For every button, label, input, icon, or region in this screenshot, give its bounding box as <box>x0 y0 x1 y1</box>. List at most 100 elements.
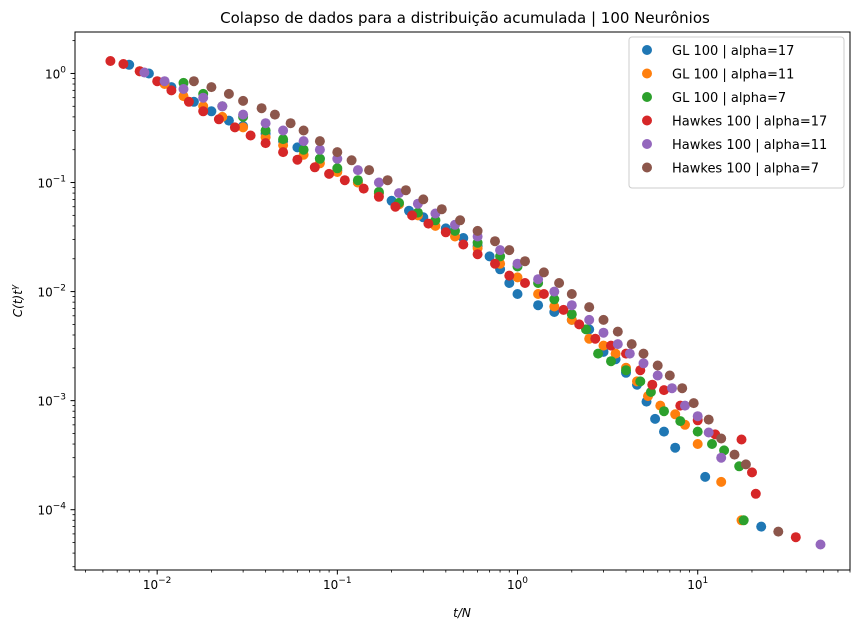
series-5-point-27 <box>626 339 637 350</box>
chart-title: Colapso de dados para a distribuição acu… <box>220 9 710 27</box>
series-3-point-7 <box>213 114 224 125</box>
series-3-point-24 <box>490 258 500 269</box>
legend-label-4: Hawkes 100 | alpha=11 <box>672 138 827 153</box>
series-0-point-35 <box>670 442 681 453</box>
legend-marker-3 <box>642 115 652 126</box>
y-axis: 10−4 10−3 10−2 10−1 100 <box>37 40 75 568</box>
series-2-point-23 <box>606 356 616 367</box>
y-tick-label: 10−2 <box>37 284 66 300</box>
series-2-point-7 <box>314 153 325 164</box>
legend-label-2: GL 100 | alpha=7 <box>672 91 786 106</box>
series-5-point-14 <box>418 194 429 205</box>
series-3-point-5 <box>183 96 194 107</box>
series-1-point-25 <box>610 348 621 359</box>
series-3-point-16 <box>358 183 369 194</box>
legend-label-5: Hawkes 100 | alpha=7 <box>672 162 819 177</box>
series-4-point-30 <box>680 400 690 411</box>
series-4-point-8 <box>298 136 309 147</box>
series-4-point-5 <box>238 109 249 120</box>
series-0-point-37 <box>756 521 767 532</box>
series-5-point-9 <box>332 147 343 158</box>
series-3-point-18 <box>390 201 401 212</box>
series-4-point-21 <box>549 286 560 297</box>
series-4-point-7 <box>278 125 289 136</box>
series-3-point-11 <box>278 147 289 158</box>
series-4-point-4 <box>217 101 228 112</box>
series-4-point-23 <box>584 314 595 325</box>
series-5-point-6 <box>285 118 296 129</box>
series-5-point-15 <box>436 204 447 215</box>
series-5-point-26 <box>612 326 623 337</box>
legend-box <box>628 36 845 189</box>
series-4-point-9 <box>314 144 325 155</box>
legend-label-3: Hawkes 100 | alpha=17 <box>672 115 827 130</box>
series-5-point-37 <box>773 526 784 537</box>
series-3-point-22 <box>458 239 469 250</box>
series-4-point-31 <box>692 411 703 422</box>
series-2-point-6 <box>298 144 309 155</box>
series-5-point-16 <box>455 215 466 226</box>
series-4-point-12 <box>373 177 384 188</box>
series-3-point-10 <box>260 138 271 149</box>
legend-marker-1 <box>642 68 652 79</box>
series-5-point-18 <box>490 236 500 247</box>
series-5-point-11 <box>364 165 375 176</box>
series-5-point-3 <box>238 95 249 106</box>
series-2-point-8 <box>332 163 343 174</box>
series-5-point-19 <box>504 245 515 256</box>
series-0-point-4 <box>206 106 217 117</box>
series-5-point-12 <box>382 175 393 186</box>
series-5-point-1 <box>206 82 217 93</box>
series-3-point-3 <box>152 76 163 87</box>
series-3-point-39 <box>736 434 747 445</box>
series-5-point-17 <box>472 225 483 236</box>
series-3-point-12 <box>292 154 303 165</box>
series-3-point-26 <box>520 278 530 288</box>
series-0-point-20 <box>484 251 495 262</box>
series-5-point-23 <box>566 289 577 299</box>
series-3-point-23 <box>472 249 483 260</box>
series-3-point-14 <box>324 168 335 179</box>
series-5-point-36 <box>740 459 751 470</box>
series-5-point-34 <box>716 433 727 444</box>
series-1-point-30 <box>670 409 681 420</box>
series-3-point-21 <box>440 227 451 238</box>
series-0-point-34 <box>659 426 669 437</box>
series-5-point-21 <box>538 267 549 278</box>
plot-frame <box>74 31 851 571</box>
series-4-point-28 <box>652 370 663 381</box>
series-5-point-4 <box>256 103 267 114</box>
y-tick-label: 10−3 <box>37 393 66 409</box>
series-2-point-29 <box>692 426 703 437</box>
series-5-point-13 <box>400 185 411 196</box>
series-2-point-5 <box>278 134 289 145</box>
series-4-point-11 <box>352 165 363 176</box>
series-4-point-25 <box>612 339 623 350</box>
series-3-point-42 <box>790 532 801 543</box>
series-3-point-15 <box>339 175 350 186</box>
series-3-point-30 <box>590 333 601 344</box>
series-1-point-32 <box>692 439 703 449</box>
series-5-point-35 <box>729 449 740 460</box>
series-5-point-0 <box>188 76 199 87</box>
series-4-point-27 <box>638 358 649 369</box>
series-1-point-33 <box>716 476 727 487</box>
series-4-point-32 <box>703 427 714 438</box>
series-3-point-19 <box>407 210 418 221</box>
series-1-point-19 <box>512 272 523 283</box>
series-0-point-33 <box>650 413 661 424</box>
series-3-point-20 <box>423 218 434 229</box>
series-4-point-33 <box>716 452 727 463</box>
legend-marker-0 <box>642 45 652 55</box>
series-2-point-4 <box>260 125 271 136</box>
series-5-point-24 <box>584 302 595 313</box>
series-5-point-28 <box>638 348 649 359</box>
legend-marker-2 <box>642 92 652 102</box>
y-tick-label: 100 <box>45 65 66 81</box>
series-3-point-1 <box>118 59 129 69</box>
series-2-point-33 <box>738 515 749 526</box>
series-3-point-29 <box>574 319 585 330</box>
series-5-point-8 <box>314 136 325 147</box>
legend-marker-5 <box>642 162 652 173</box>
